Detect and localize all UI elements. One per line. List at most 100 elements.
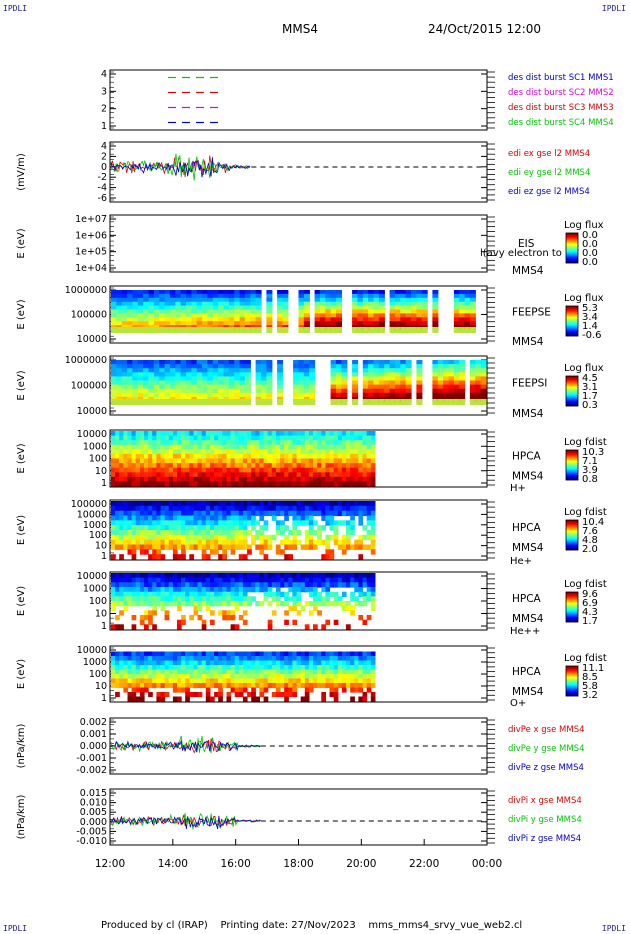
spectrogram-cell: [210, 539, 215, 546]
spectrogram-cell: [191, 321, 198, 326]
spectrogram-cell: [247, 665, 252, 671]
spectrogram-cell: [336, 301, 342, 307]
spectrogram-cell: [201, 651, 207, 657]
spectrogram-cell: [144, 501, 149, 507]
spectrogram-cell: [443, 364, 450, 369]
spectrogram-cell: [263, 501, 269, 507]
spectrogram-cell: [238, 687, 244, 693]
spectrogram-cell: [131, 582, 137, 588]
spectrogram-cell: [250, 290, 257, 295]
spectrogram-cell: [329, 678, 335, 684]
spectrogram-cell: [280, 505, 285, 512]
spectrogram-cell: [197, 601, 203, 607]
spectrogram-cell: [271, 651, 277, 657]
spectrogram-cell: [358, 601, 364, 607]
spectrogram-cell: [234, 301, 241, 307]
spectrogram-cell: [185, 472, 190, 478]
spectrogram-cell: [321, 696, 326, 702]
spectrogram-cell: [317, 573, 322, 579]
spectrogram-cell: [317, 530, 322, 536]
spectrogram-cell: [152, 601, 157, 607]
spectrogram-cell: [259, 582, 265, 588]
spectrogram-cell: [131, 596, 137, 602]
spectrogram-cell: [453, 317, 460, 322]
spectrogram-cell: [292, 678, 298, 684]
spectrogram-cell: [111, 577, 116, 583]
spectrogram-cell: [193, 674, 199, 680]
spectrogram-cell: [127, 505, 133, 512]
spectrogram-cell: [144, 510, 149, 517]
spectrogram-cell: [234, 372, 241, 377]
spectrogram-cell: [261, 388, 267, 394]
spectrogram-cell: [352, 297, 359, 303]
legend-entry: divPe y gse MMS4: [508, 744, 585, 754]
spectrogram-cell: [341, 591, 347, 597]
spectrogram-cell: [366, 678, 372, 684]
spectrogram-cell: [329, 692, 335, 698]
spectrogram-cell: [148, 515, 153, 521]
spectrogram-cell: [242, 472, 248, 478]
spectrogram-cell: [164, 399, 171, 405]
spectrogram-cell: [346, 472, 351, 478]
spectrogram-cell: [159, 297, 166, 303]
spectrogram-cell: [201, 678, 207, 684]
spectrogram-cell: [186, 368, 192, 373]
spectrogram-cell: [337, 596, 343, 602]
spectrogram-cell: [453, 372, 460, 377]
spectrogram-cell: [169, 290, 176, 295]
spectrogram-cell: [160, 665, 166, 671]
spectrogram-cell: [271, 656, 277, 662]
spectrogram-cell: [443, 360, 450, 365]
spectrogram-cell: [350, 610, 355, 616]
spectrogram-cell: [148, 669, 153, 675]
spectrogram-cell: [321, 596, 326, 602]
spectrogram-cell: [210, 665, 215, 671]
spectrogram-cell: [239, 380, 246, 386]
spectrogram-cell: [180, 290, 187, 295]
spectrogram-cell: [181, 596, 186, 602]
spectrogram-cell: [362, 463, 368, 469]
spectrogram-cell: [277, 368, 284, 373]
spectrogram-cell: [314, 321, 321, 326]
spectrogram-cell: [226, 530, 232, 536]
spectrogram-cell: [255, 376, 262, 382]
spectrogram-cell: [214, 505, 219, 512]
spectrogram-cell: [298, 317, 305, 322]
spectrogram-cell: [314, 313, 321, 318]
spectrogram-cell: [284, 505, 289, 512]
spectrogram-cell: [214, 544, 219, 550]
spectrogram-cell: [275, 601, 281, 607]
spectrogram-cell: [185, 440, 190, 446]
spectrogram-cell: [234, 368, 241, 373]
spectrogram-cell: [370, 453, 376, 460]
spectrogram-cell: [405, 305, 412, 311]
spectrogram-cell: [238, 472, 244, 478]
spectrogram-cell: [416, 368, 423, 373]
colorbar-tick-label: 4.8: [582, 535, 598, 546]
spectrogram-cell: [121, 317, 128, 322]
spectrogram-cell: [119, 660, 124, 666]
spectrogram-cell: [127, 301, 134, 307]
spectrogram-cell: [267, 472, 273, 478]
spectrogram-cell: [143, 321, 150, 326]
spectrogram-cell: [370, 544, 376, 550]
spectrogram-cell: [164, 660, 170, 666]
spectrogram-cell: [416, 360, 423, 365]
spectrogram-cell: [267, 678, 273, 684]
spectrogram-cell: [123, 573, 129, 579]
spectrogram-cell: [137, 372, 144, 377]
spectrogram-cell: [300, 573, 306, 579]
spectrogram-cell: [191, 301, 198, 307]
spectrogram-cell: [271, 596, 277, 602]
spectrogram-cell: [135, 440, 141, 446]
spectrogram-cell: [330, 293, 337, 299]
spectrogram-cell: [329, 463, 335, 469]
spectrogram-cell: [238, 678, 244, 684]
spectrogram-cell: [234, 596, 240, 602]
spectrogram-cell: [226, 539, 232, 546]
spectrogram-cell: [139, 453, 145, 460]
spectrogram-cell: [177, 678, 182, 684]
spectrogram-cell: [247, 678, 252, 684]
spectrogram-cell: [201, 472, 207, 478]
